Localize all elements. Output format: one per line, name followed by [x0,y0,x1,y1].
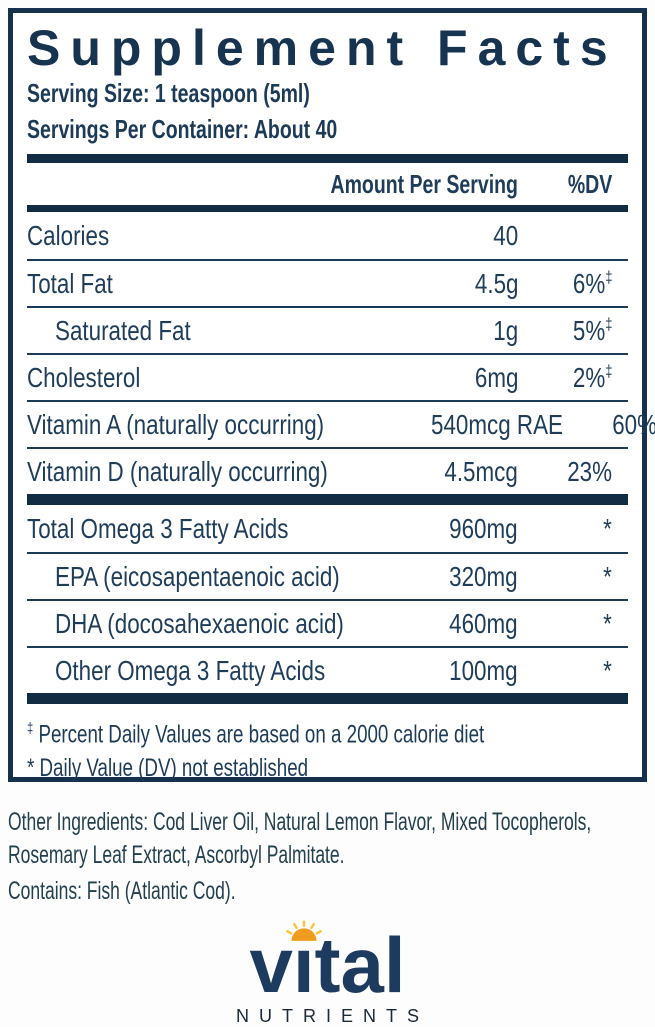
nutrient-name: Vitamin D (naturally occurring) [27,455,328,487]
table-row-total-fat: Total Fat 4.5g 6%‡ [27,259,628,306]
nutrient-dv: 6%‡ [572,267,612,299]
table-row-other-omega3: Other Omega 3 Fatty Acids 100mg * [27,646,628,693]
nutrient-amount: 460mg [449,607,519,639]
nutrient-amount: 100mg [449,654,519,686]
table-row-cholesterol: Cholesterol 6mg 2%‡ [27,353,628,400]
other-ingredients-line2: Rosemary Leaf Extract, Ascorbyl Palmitat… [8,841,345,869]
column-header-amount: Amount Per Serving [330,168,518,199]
table-header-row: Amount Per Serving %DV [27,163,628,205]
nutrient-dv: * [603,607,612,639]
brand-logo: v ıtal NUTRIENTS [0,920,655,1027]
table-row-total-omega3: Total Omega 3 Fatty Acids 960mg * [27,505,628,552]
nutrient-amount: 1g [493,314,518,346]
divider-bar [27,154,628,163]
nutrient-amount: 320mg [449,560,519,592]
nutrient-amount: 540mcg RAE [431,408,564,440]
nutrient-name: Cholesterol [27,361,141,393]
nutrient-name: DHA (docosahexaenoic acid) [55,607,344,639]
nutrient-dv: 23% [567,455,612,487]
column-header-dv: %DV [567,168,612,199]
footnotes: ‡ Percent Daily Values are based on a 20… [27,712,628,785]
table-row-vitamin-a: Vitamin A (naturally occurring) 540mcg R… [27,400,655,447]
nutrient-dv: * [603,560,612,592]
brand-tagline: NUTRIENTS [236,1006,429,1026]
table-row-vitamin-d: Vitamin D (naturally occurring) 4.5mcg 2… [27,447,628,494]
sun-icon [285,920,322,941]
servings-per-container: Servings Per Container: About 40 [27,114,338,144]
nutrient-name: EPA (eicosapentaenoic acid) [55,560,340,592]
footnote-daily-values: ‡ Percent Daily Values are based on a 20… [27,720,485,749]
panel-title: Supplement Facts [27,20,618,76]
divider-bar [27,494,628,505]
supplement-facts-panel: Supplement Facts Serving Size: 1 teaspoo… [8,8,655,785]
nutrient-name: Saturated Fat [55,314,191,346]
brand-wordmark: v ıtal [249,920,406,1004]
nutrient-amount: 6mg [474,361,518,393]
serving-size: Serving Size: 1 teaspoon (5ml) [27,78,310,108]
nutrient-amount: 4.5mcg [444,455,518,487]
table-row-epa: EPA (eicosapentaenoic acid) 320mg * [27,552,628,599]
nutrient-dv: * [603,512,612,544]
divider-bar [27,205,628,212]
nutrient-amount: 4.5g [474,267,518,299]
nutrient-amount: 960mg [449,512,519,544]
divider-bar [27,693,628,704]
other-ingredients-section: Other Ingredients: Cod Liver Oil, Natura… [8,806,653,908]
nutrient-dv: 5%‡ [572,314,612,346]
nutrient-name: Total Fat [27,267,113,299]
nutrient-name: Calories [27,219,110,251]
contains-statement: Contains: Fish (Atlantic Cod). [8,877,236,905]
table-row-saturated-fat: Saturated Fat 1g 5%‡ [27,306,628,353]
nutrient-name: Total Omega 3 Fatty Acids [27,512,289,544]
nutrient-amount: 40 [493,219,518,251]
nutrient-dv: 2%‡ [572,361,612,393]
other-ingredients-line1: Other Ingredients: Cod Liver Oil, Natura… [8,808,592,836]
nutrient-name: Vitamin A (naturally occurring) [27,408,325,440]
nutrient-dv: 60% [612,408,655,440]
table-row-calories: Calories 40 [27,212,628,259]
table-row-dha: DHA (docosahexaenoic acid) 460mg * [27,599,628,646]
nutrient-name: Other Omega 3 Fatty Acids [55,654,326,686]
nutrient-dv: * [603,654,612,686]
footnote-dv-not-established: * Daily Value (DV) not established [27,754,309,783]
